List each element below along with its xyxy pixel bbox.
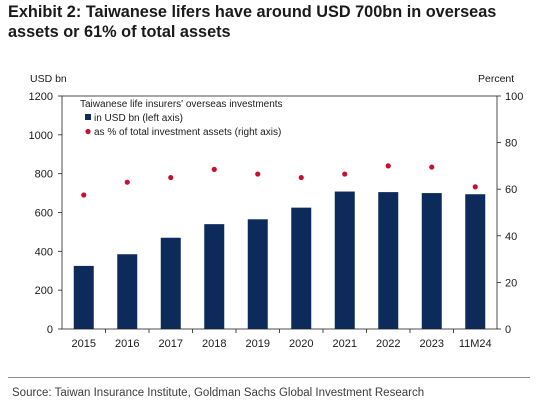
bar-2023: [421, 193, 442, 329]
x-tick-label: 2020: [289, 338, 313, 350]
x-tick-label: 2017: [159, 338, 183, 350]
left-tick-label: 1000: [29, 130, 53, 142]
source-text: Source: Taiwan Insurance Institute, Gold…: [12, 387, 425, 399]
left-axis-label: USD bn: [30, 73, 67, 85]
legend-swatch-dot: [85, 128, 91, 135]
bar-2015: [73, 265, 94, 329]
left-tick-label: 400: [35, 246, 53, 258]
bar-2021: [334, 191, 355, 329]
x-tick-label: 2018: [202, 338, 226, 350]
x-tick-label: 2015: [72, 338, 96, 350]
right-tick-label: 60: [505, 184, 517, 196]
pct-dot-2015: [81, 192, 87, 198]
x-tick-label: 2023: [420, 338, 444, 350]
left-tick-label: 600: [35, 208, 53, 220]
right-axis-label: Percent: [478, 73, 514, 85]
pct-dot-2018: [211, 166, 217, 172]
pct-dot-2023: [429, 164, 435, 170]
x-tick-label: 2022: [376, 338, 400, 350]
bar-2017: [160, 237, 181, 329]
pct-dot-2021: [342, 171, 348, 177]
right-tick-label: 80: [505, 138, 517, 150]
percent-dot-series: [81, 163, 478, 198]
x-tick-label: 2019: [246, 338, 270, 350]
legend-label-bar: in USD bn (left axis): [94, 113, 183, 124]
legend-swatch-bar: [85, 114, 91, 120]
right-tick-label: 100: [505, 91, 523, 103]
bar-2018: [204, 224, 225, 329]
legend: Taiwanese life insurers' overseas invest…: [80, 99, 283, 138]
axes: 0 200 400 600 800 1000 1200 0 20 40 60 80 100 2015 201…: [29, 91, 524, 350]
left-tick-label: 1200: [29, 91, 53, 103]
source-divider: [8, 377, 530, 378]
bar-2022: [378, 192, 399, 329]
legend-label-dot: as % of total investment assets (right a…: [94, 127, 281, 138]
right-tick-label: 0: [505, 324, 511, 336]
chart-title-line-1: Exhibit 2: Taiwanese lifers have around …: [8, 3, 497, 21]
bar-11M24: [465, 194, 486, 329]
pct-dot-2016: [124, 179, 130, 185]
x-tick-label: 11M24: [459, 338, 492, 350]
chart-title: Exhibit 2: Taiwanese lifers have around …: [8, 2, 496, 42]
bar-series: [73, 191, 486, 329]
bar-2016: [117, 254, 138, 329]
pct-dot-2022: [385, 163, 391, 169]
bar-2019: [247, 219, 268, 329]
left-tick-label: 0: [47, 324, 53, 336]
right-tick-label: 40: [505, 231, 517, 243]
legend-title: Taiwanese life insurers' overseas invest…: [80, 99, 283, 110]
left-tick-label: 200: [35, 285, 53, 297]
chart-title-line-2: assets or 61% of total assets: [8, 23, 231, 41]
left-tick-label: 800: [35, 169, 53, 181]
pct-dot-11M24: [472, 184, 478, 190]
right-tick-label: 20: [505, 277, 517, 289]
x-tick-label: 2021: [333, 338, 357, 350]
x-tick-label: 2016: [115, 338, 139, 350]
pct-dot-2017: [168, 174, 174, 181]
bar-2020: [291, 207, 312, 329]
pct-dot-2019: [255, 171, 261, 177]
pct-dot-2020: [298, 174, 304, 181]
